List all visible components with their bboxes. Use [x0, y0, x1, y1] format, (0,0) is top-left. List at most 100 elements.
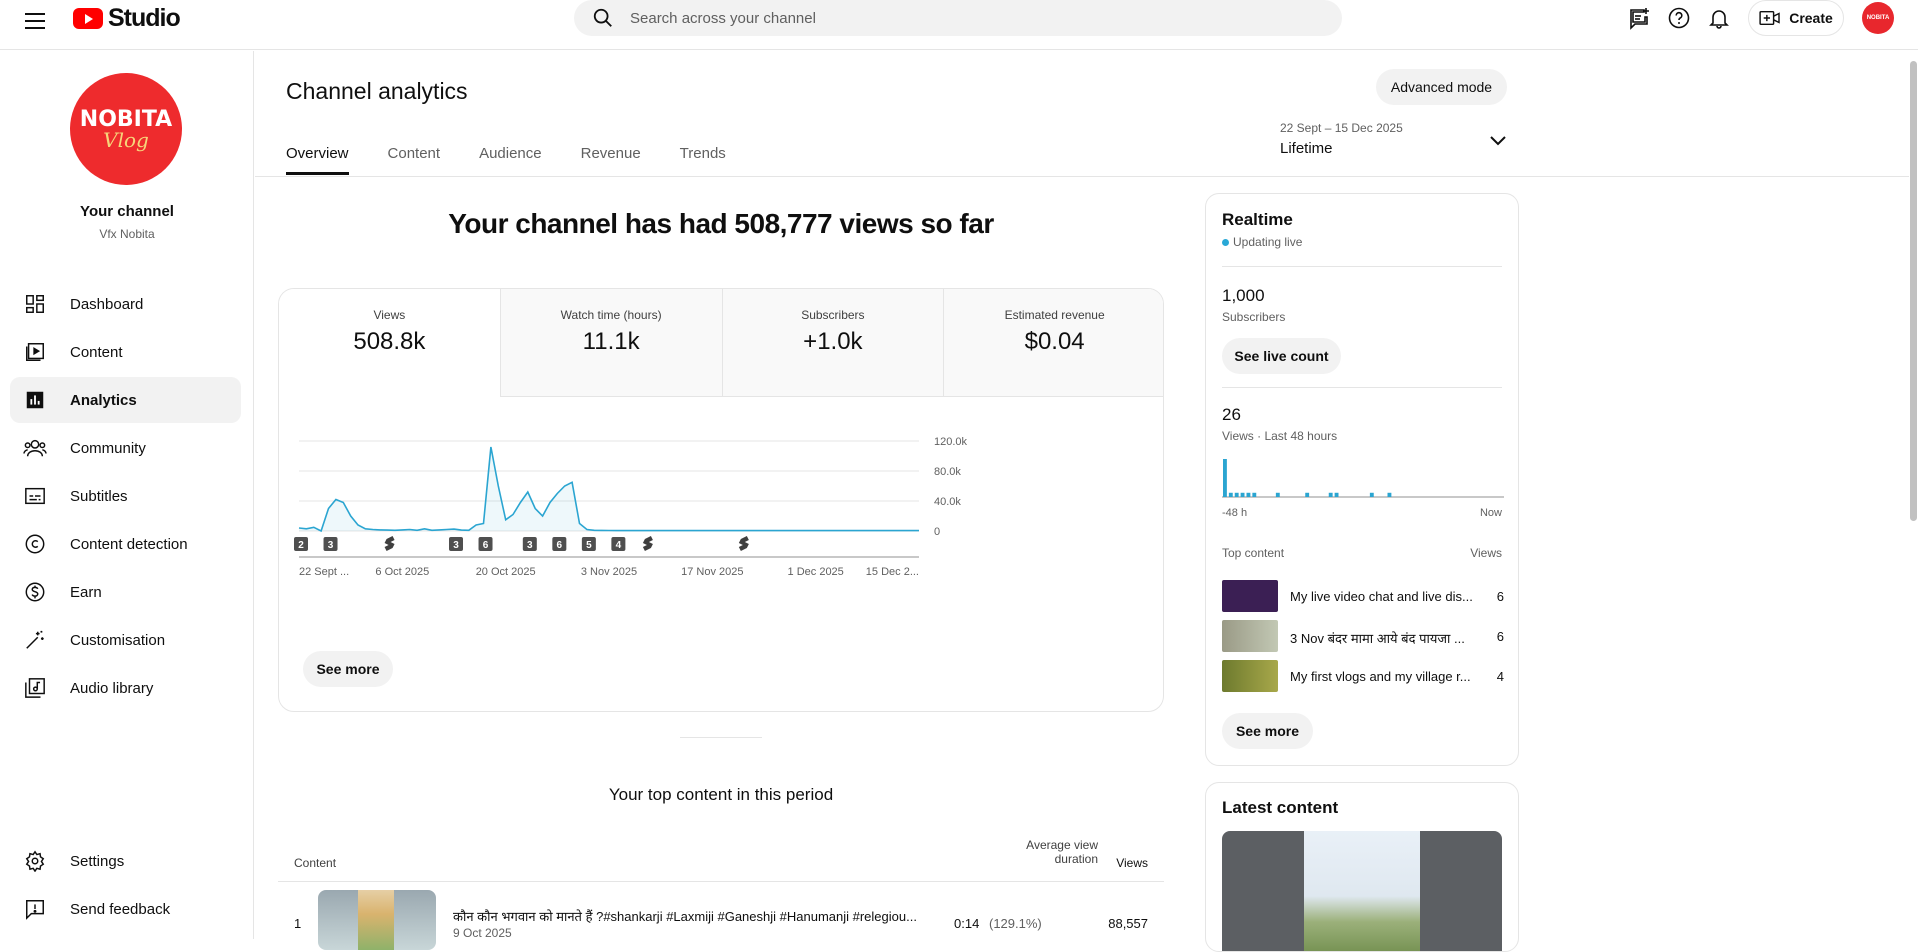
- kpi-watch-time[interactable]: Watch time (hours) 11.1k: [500, 289, 723, 397]
- realtime-bar[interactable]: [1246, 492, 1251, 497]
- create-button[interactable]: Create: [1748, 0, 1844, 36]
- realtime-title: Realtime: [1222, 210, 1293, 229]
- notifications-icon[interactable]: [1705, 4, 1733, 32]
- sidebar-item-send-feedback[interactable]: Send feedback: [10, 886, 241, 932]
- subscriber-label: Subscribers: [1222, 310, 1286, 324]
- live-dot-icon: [1222, 238, 1229, 246]
- realtime-bar-chart[interactable]: [1222, 454, 1504, 498]
- kpi-estimated-revenue[interactable]: Estimated revenue $0.04: [944, 289, 1163, 397]
- sidebar-item-community[interactable]: Community: [10, 425, 241, 471]
- kpi-views[interactable]: Views 508.8k: [279, 289, 501, 397]
- search-bar[interactable]: [574, 0, 1342, 36]
- scrollbar-thumb[interactable]: [1910, 61, 1917, 521]
- tab-overview[interactable]: Overview: [286, 127, 349, 175]
- realtime-bar[interactable]: [1252, 492, 1257, 497]
- shorts-marker-icon[interactable]: [738, 536, 749, 551]
- tab-revenue[interactable]: Revenue: [580, 145, 641, 162]
- divider: [1222, 387, 1502, 388]
- x-tick-label: 3 Nov 2025: [581, 566, 637, 578]
- shorts-marker-icon[interactable]: [384, 536, 395, 551]
- col-views[interactable]: Views: [1116, 856, 1148, 870]
- date-range-picker[interactable]: 22 Sept – 15 Dec 2025 Lifetime: [1280, 121, 1517, 165]
- upload-marker[interactable]: [581, 537, 596, 551]
- upload-marker[interactable]: [522, 537, 537, 551]
- sidebar-item-analytics[interactable]: Analytics: [10, 377, 241, 423]
- realtime-bar[interactable]: [1305, 492, 1310, 497]
- realtime-bar[interactable]: [1223, 459, 1227, 497]
- help-icon[interactable]: [1665, 4, 1693, 32]
- views-line-chart[interactable]: 120.0k 80.0k 40.0k 0 2 3 3 6 3 6 5 4 22 Sept ... 6 Oc…: [279, 397, 1164, 657]
- sidebar-item-audio-library[interactable]: Audio library: [10, 665, 241, 711]
- studio-logo[interactable]: Studio: [73, 3, 181, 33]
- upload-marker[interactable]: [323, 537, 338, 551]
- tab-trends[interactable]: Trends: [679, 145, 726, 162]
- dashboard-icon: [22, 291, 48, 317]
- sidebar-settings-label: Settings: [70, 852, 125, 870]
- sidebar-item-customisation[interactable]: Customisation: [10, 617, 241, 663]
- table-header: Content Average view duration Views: [278, 836, 1164, 882]
- sidebar-item-content-detection[interactable]: Content detection: [10, 521, 241, 567]
- upload-marker-count: 4: [616, 540, 622, 551]
- sidebar-item-label: Earn: [70, 583, 102, 601]
- sidebar-item-label: Customisation: [70, 631, 166, 649]
- overview-card: Views 508.8k Watch time (hours) 11.1k Su…: [278, 288, 1164, 712]
- upload-marker[interactable]: [294, 537, 308, 551]
- video-add-icon: [1759, 10, 1780, 26]
- realtime-bar[interactable]: [1387, 492, 1392, 497]
- kpi-value: $0.04: [1024, 328, 1085, 355]
- row-duration-pct: (129.1%): [989, 916, 1042, 931]
- col-avg-duration[interactable]: Average view duration: [978, 838, 1098, 866]
- feedback-icon: [22, 896, 48, 922]
- x-tick-label: 20 Oct 2025: [476, 566, 536, 578]
- tab-content[interactable]: Content: [387, 145, 441, 162]
- realtime-see-more-button[interactable]: See more: [1222, 713, 1313, 749]
- upload-marker[interactable]: [611, 537, 626, 551]
- see-more-button[interactable]: See more: [303, 651, 393, 687]
- thumbnail-image: [358, 890, 394, 950]
- see-live-count-button[interactable]: See live count: [1222, 338, 1341, 374]
- page-scrollbar[interactable]: [1909, 51, 1918, 939]
- realtime-bar[interactable]: [1234, 492, 1239, 497]
- realtime-bar[interactable]: [1334, 492, 1339, 497]
- realtime-bar[interactable]: [1275, 492, 1280, 497]
- subtitles-icon: [22, 483, 48, 509]
- advanced-mode-button[interactable]: Advanced mode: [1376, 69, 1507, 105]
- sidebar-item-settings[interactable]: Settings: [10, 838, 241, 884]
- menu-icon[interactable]: [22, 8, 48, 34]
- latest-content-card: Latest content: [1205, 782, 1519, 952]
- latest-content-title: Latest content: [1222, 798, 1339, 817]
- top-content-item[interactable]: My first vlogs and my village r... 4: [1222, 660, 1504, 692]
- kpi-label: Watch time (hours): [560, 308, 662, 322]
- upload-marker-count: 6: [557, 540, 563, 551]
- upload-marker-count: 5: [586, 540, 592, 551]
- sidebar-item-earn[interactable]: Earn: [10, 569, 241, 615]
- views-48h-count: 26: [1222, 405, 1241, 424]
- shorts-marker-icon[interactable]: [642, 536, 653, 551]
- top-item-title: My live video chat and live dis...: [1290, 589, 1473, 604]
- realtime-bar[interactable]: [1328, 492, 1333, 497]
- realtime-bar[interactable]: [1228, 492, 1233, 497]
- feedback-comment-icon[interactable]: [1625, 4, 1653, 32]
- upload-marker[interactable]: [552, 537, 567, 551]
- sidebar-item-content[interactable]: Content: [10, 329, 241, 375]
- views-series-line[interactable]: [298, 446, 919, 533]
- top-content-item[interactable]: 3 Nov बंदर मामा आये बंद पायजा ... 6: [1222, 620, 1504, 652]
- tab-audience[interactable]: Audience: [479, 145, 542, 162]
- realtime-bar[interactable]: [1240, 492, 1245, 497]
- sidebar-item-dashboard[interactable]: Dashboard: [10, 281, 241, 327]
- upload-marker[interactable]: [478, 537, 493, 551]
- row-thumbnail[interactable]: [318, 890, 436, 950]
- kpi-value: 11.1k: [582, 328, 640, 355]
- upload-marker[interactable]: [449, 537, 463, 551]
- search-input[interactable]: [630, 9, 1230, 27]
- realtime-bar[interactable]: [1369, 492, 1374, 497]
- kpi-subscribers[interactable]: Subscribers +1.0k: [722, 289, 945, 397]
- channel-avatar[interactable]: NOBITA Vlog: [70, 73, 182, 185]
- account-avatar[interactable]: NOBITA: [1862, 2, 1894, 34]
- latest-video-thumbnail[interactable]: [1222, 831, 1502, 951]
- top-content-item[interactable]: My live video chat and live dis... 6: [1222, 580, 1504, 612]
- sidebar-item-subtitles[interactable]: Subtitles: [10, 473, 241, 519]
- table-row[interactable]: 1 कौन कौन भगवान को मानते हैं ?#shankarji…: [278, 882, 1164, 950]
- row-title[interactable]: कौन कौन भगवान को मानते हैं ?#shankarji #…: [453, 909, 917, 924]
- channel-handle: Vfx Nobita: [99, 227, 155, 241]
